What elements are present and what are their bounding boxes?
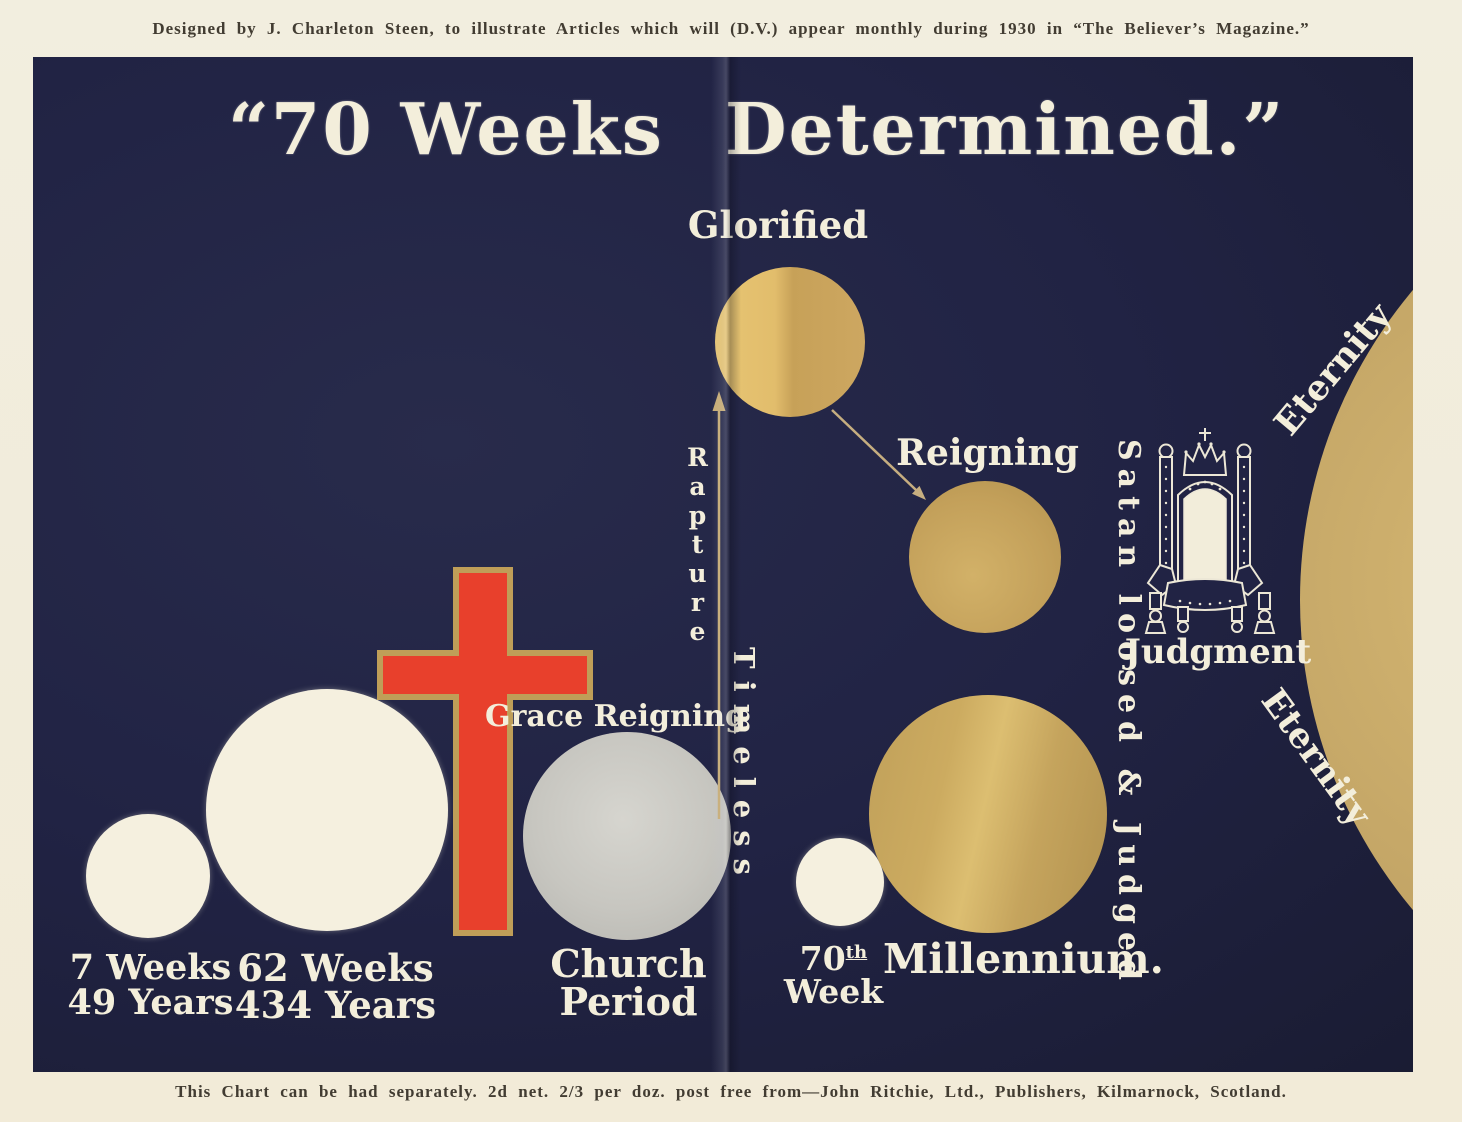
page-title-left: “70 Weeks: [228, 87, 664, 171]
millennium-label: Millennium.: [883, 935, 1164, 983]
week70-label: 70th Week: [766, 942, 901, 1008]
week7-line1: 7 Weeks: [69, 947, 232, 988]
satan-loosed-label: Satan loosed & Judged: [1111, 439, 1146, 989]
circle-62-weeks: [206, 689, 448, 931]
week70-number: 70: [799, 939, 846, 978]
page-title-right: Determined.”: [725, 87, 1286, 171]
circle-millennium: [869, 695, 1107, 933]
church-line1: Church: [550, 941, 707, 986]
week70-line1: 70th: [766, 942, 901, 975]
circle-eternity: [1300, 118, 1413, 1072]
top-caption: Designed by J. Charleton Steen, to illus…: [152, 19, 1310, 38]
week7-label: 7 Weeks 49 Years: [58, 950, 243, 1020]
calvary-cross: [377, 567, 593, 936]
week7-line2: 49 Years: [67, 982, 234, 1023]
rapture-arrow: [712, 391, 726, 819]
circle-church-period: [523, 732, 731, 940]
circle-glorified: [715, 267, 865, 417]
circle-70th-week: [796, 838, 884, 926]
circle-reigning: [909, 481, 1061, 633]
glorified-label: Glorified: [687, 203, 869, 247]
judgment-label: Judgment: [1124, 632, 1312, 672]
judgment-throne-icon: [1144, 428, 1276, 634]
timeless-label: Timeless: [727, 647, 761, 887]
grace-reigning-label: Grace Reigning: [484, 699, 747, 734]
church-line2: Period: [559, 979, 698, 1024]
week70-line2: Week: [783, 972, 884, 1011]
cross-shape: [377, 567, 593, 936]
church-period-label: Church Period: [511, 945, 746, 1021]
reigning-label: Reigning: [896, 432, 1079, 474]
week70-ordinal: th: [845, 942, 868, 963]
bottom-caption: This Chart can be had separately. 2d net…: [175, 1082, 1287, 1101]
week62-line1: 62 Weeks: [237, 946, 434, 990]
rapture-label: Rapture: [683, 443, 712, 646]
circle-7-weeks: [86, 814, 210, 938]
week62-label: 62 Weeks 434 Years: [218, 950, 453, 1024]
chart-board: “70 Weeks Determined.”: [33, 57, 1413, 1072]
week62-line2: 434 Years: [234, 983, 437, 1027]
